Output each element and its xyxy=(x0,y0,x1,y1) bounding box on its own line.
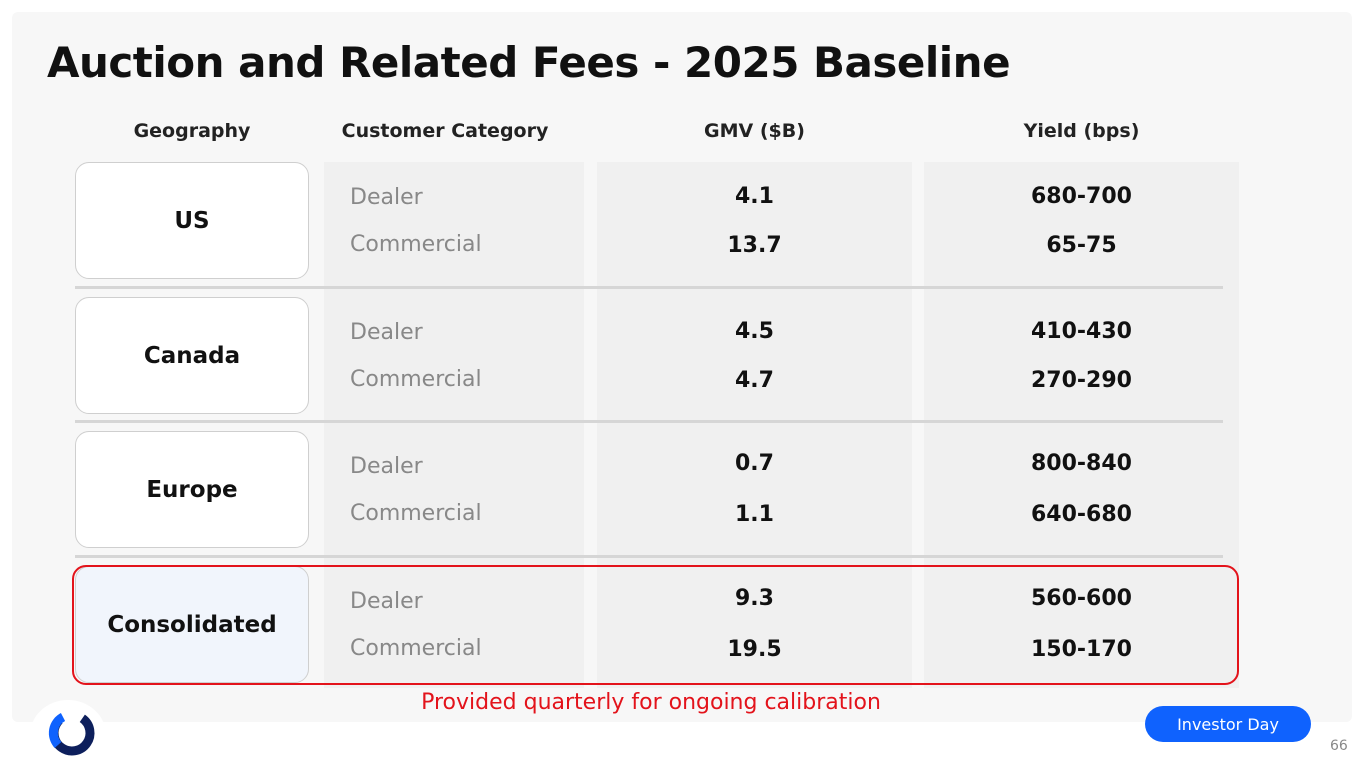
geography-cell: US xyxy=(75,162,309,279)
category-column-bg xyxy=(324,162,584,688)
category-dealer: Dealer xyxy=(350,454,423,479)
header-geography: Geography xyxy=(133,120,251,142)
row-divider xyxy=(75,420,1223,423)
category-dealer: Dealer xyxy=(350,589,423,614)
row-divider xyxy=(75,286,1223,289)
yield-dealer: 560-600 xyxy=(1031,586,1132,611)
gmv-commercial: 4.7 xyxy=(735,368,774,393)
consolidated-highlight-box xyxy=(72,565,1239,685)
gmv-column-bg xyxy=(597,162,912,688)
gmv-dealer: 4.5 xyxy=(735,319,774,344)
category-commercial: Commercial xyxy=(350,232,482,257)
gmv-dealer: 9.3 xyxy=(735,586,774,611)
yield-dealer: 410-430 xyxy=(1031,319,1132,344)
row-divider xyxy=(75,555,1223,558)
gmv-commercial: 19.5 xyxy=(727,637,782,662)
header-category: Customer Category xyxy=(341,120,549,142)
gmv-commercial: 13.7 xyxy=(727,233,782,258)
geography-cell: Consolidated xyxy=(75,566,309,683)
gmv-dealer: 4.1 xyxy=(735,184,774,209)
company-logo xyxy=(30,700,106,770)
header-yield: Yield (bps) xyxy=(1023,120,1140,142)
geography-cell: Canada xyxy=(75,297,309,414)
yield-commercial: 150-170 xyxy=(1031,637,1132,662)
yield-dealer: 800-840 xyxy=(1031,451,1132,476)
header-gmv: GMV ($B) xyxy=(704,120,805,142)
category-commercial: Commercial xyxy=(350,636,482,661)
category-commercial: Commercial xyxy=(350,367,482,392)
gmv-commercial: 1.1 xyxy=(735,502,774,527)
yield-commercial: 640-680 xyxy=(1031,502,1132,527)
page-number: 66 xyxy=(1330,738,1348,754)
slide-title: Auction and Related Fees - 2025 Baseline xyxy=(47,38,1011,87)
yield-commercial: 270-290 xyxy=(1031,368,1132,393)
category-commercial: Commercial xyxy=(350,501,482,526)
yield-commercial: 65-75 xyxy=(1046,233,1117,258)
investor-day-badge: Investor Day xyxy=(1145,706,1311,742)
calibration-note: Provided quarterly for ongoing calibrati… xyxy=(421,690,881,715)
yield-dealer: 680-700 xyxy=(1031,184,1132,209)
logo-ring-icon xyxy=(48,710,95,756)
category-dealer: Dealer xyxy=(350,320,423,345)
yield-column-bg xyxy=(924,162,1239,688)
geography-cell: Europe xyxy=(75,431,309,548)
gmv-dealer: 0.7 xyxy=(735,451,774,476)
category-dealer: Dealer xyxy=(350,185,423,210)
